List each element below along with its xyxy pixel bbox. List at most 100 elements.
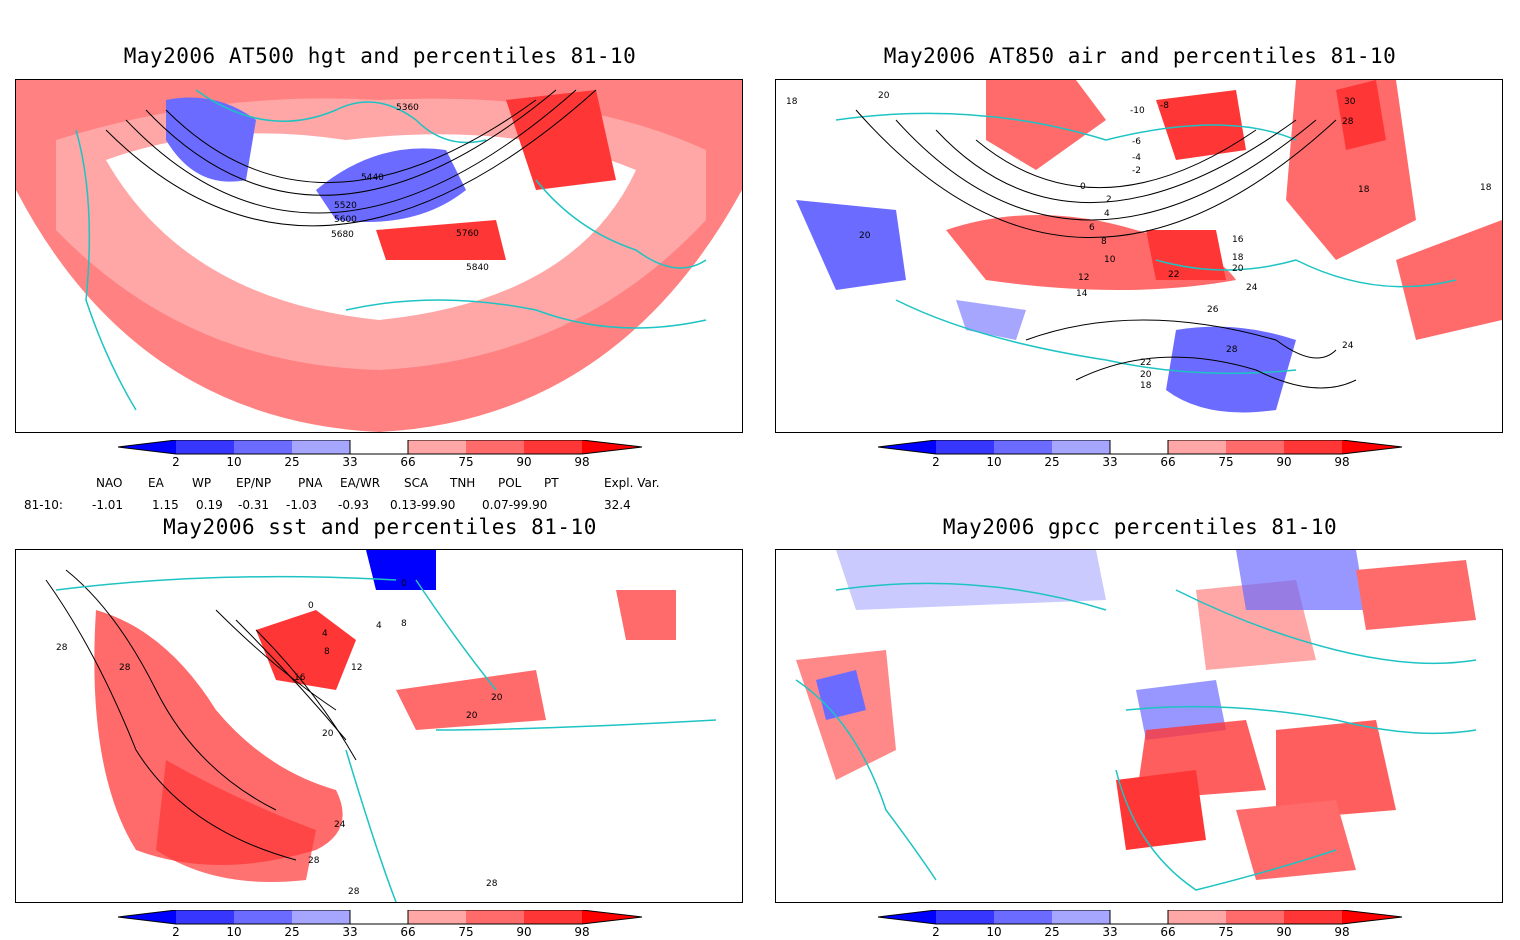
index-value: 0.07-99.90 — [482, 498, 548, 512]
contour-label: -10 — [1130, 106, 1145, 116]
contour-label: 4 — [322, 629, 328, 639]
contour-label: 0 — [1080, 182, 1086, 192]
colorbar-label: 25 — [1044, 455, 1060, 469]
index-row-label: 81-10: — [24, 498, 63, 512]
colorbar-label: 90 — [516, 455, 532, 469]
contour-label: 28 — [486, 879, 498, 889]
colorbar-label: 33 — [342, 455, 358, 469]
contour-label: 12 — [1078, 273, 1089, 283]
colorbar-label: 25 — [1044, 925, 1060, 939]
contour-label: 20 — [1232, 264, 1244, 274]
index-header: EP/NP — [236, 476, 272, 490]
colorbar-label: 10 — [986, 925, 1002, 939]
contour-label: 6 — [1089, 223, 1095, 233]
colorbar-2: 2 10 25 33 66 75 90 98 — [878, 440, 1408, 470]
colorbar-label: 2 — [172, 455, 180, 469]
index-value: 32.4 — [604, 498, 631, 512]
colorbar-label: 98 — [1334, 455, 1350, 469]
contour-label: 30 — [1344, 97, 1356, 107]
contour-label: 8 — [1101, 237, 1107, 247]
index-value: -0.31 — [238, 498, 270, 512]
panel-title-air850: May2006 AT850 air and percentiles 81-10 — [883, 44, 1397, 68]
colorbar-label: 10 — [986, 455, 1002, 469]
colorbar-label: 25 — [284, 455, 300, 469]
contour-label: 14 — [1076, 289, 1088, 299]
contour-label: -4 — [1132, 153, 1141, 163]
contour-label: 20 — [466, 711, 478, 721]
map-air850: 18 20 -10 -8 -6 -4 -2 0 2 4 6 8 10 12 14… — [775, 79, 1503, 433]
colorbar-label: 66 — [1160, 925, 1176, 939]
colorbar-4: 2 10 25 33 66 75 90 98 — [878, 910, 1408, 940]
colorbar-label: 75 — [458, 925, 474, 939]
index-value: -0.93 — [338, 498, 370, 512]
colorbar-label: 66 — [1160, 455, 1176, 469]
colorbar-label: 98 — [574, 925, 590, 939]
index-header: TNH — [450, 476, 476, 490]
contour-label: 20 — [1140, 370, 1152, 380]
colorbar-label: 33 — [1102, 925, 1118, 939]
colorbar-label: 10 — [226, 455, 242, 469]
colorbar-label: 2 — [172, 925, 180, 939]
contour-label: 5600 — [334, 215, 357, 225]
contour-label: 18 — [1232, 253, 1244, 263]
colorbar-label: 90 — [1276, 925, 1292, 939]
index-value: -1.01 — [92, 498, 124, 512]
index-header: PT — [544, 476, 559, 490]
contour-label: 22 — [1140, 358, 1151, 368]
contour-label: 24 — [334, 820, 346, 830]
contour-label: 28 — [1342, 117, 1354, 127]
map-sst: 28 28 0 0 4 4 8 8 12 16 20 20 20 24 28 2… — [15, 549, 743, 903]
contour-label: 5840 — [466, 263, 489, 273]
contour-label: 0 — [308, 601, 314, 611]
contour-label: 28 — [1226, 345, 1238, 355]
panel-title-gpcc: May2006 gpcc percentiles 81-10 — [942, 515, 1338, 539]
index-value: -1.03 — [286, 498, 318, 512]
colorbar-label: 75 — [458, 455, 474, 469]
contour-label: 28 — [348, 887, 360, 897]
contour-label: 28 — [56, 643, 68, 653]
colorbar-label: 90 — [1276, 455, 1292, 469]
colorbar-label: 98 — [574, 455, 590, 469]
contour-label: 8 — [401, 619, 407, 629]
contour-label: 5680 — [331, 230, 354, 240]
index-header: EA/WR — [340, 476, 381, 490]
contour-label: 5760 — [456, 229, 479, 239]
contour-label: 4 — [376, 621, 382, 631]
contour-label: 10 — [1104, 255, 1116, 265]
contour-label: 5520 — [334, 201, 357, 211]
panel-title-sst: May2006 sst and percentiles 81-10 — [163, 515, 597, 539]
contour-label: 18 — [1358, 185, 1370, 195]
contour-label: 0 — [401, 579, 407, 589]
contour-label: 22 — [1168, 270, 1179, 280]
colorbar-label: 10 — [226, 925, 242, 939]
colorbar-label: 25 — [284, 925, 300, 939]
contour-label: -6 — [1132, 137, 1141, 147]
index-header: POL — [498, 476, 522, 490]
colorbar-label: 2 — [932, 925, 940, 939]
index-header: PNA — [298, 476, 323, 490]
contour-label: 2 — [1106, 195, 1112, 205]
contour-label: 16 — [294, 673, 306, 683]
contour-label: -2 — [1132, 166, 1141, 176]
index-header: SCA — [404, 476, 429, 490]
contour-label: 20 — [859, 231, 871, 241]
map-gpcc — [775, 549, 1503, 903]
index-header: NAO — [96, 476, 123, 490]
map-hgt500: 5360 5440 5520 5600 5680 5760 5840 — [15, 79, 743, 433]
contour-label: 24 — [1342, 341, 1354, 351]
contour-label: 28 — [119, 663, 131, 673]
contour-label: 28 — [308, 856, 320, 866]
index-header: WP — [192, 476, 212, 490]
contour-label: 18 — [1140, 381, 1152, 391]
contour-label: 12 — [351, 663, 362, 673]
colorbar-3: 2 10 25 33 66 75 90 98 — [118, 910, 648, 940]
contour-label: 5440 — [361, 173, 384, 183]
colorbar-label: 33 — [1102, 455, 1118, 469]
contour-label: 8 — [324, 647, 330, 657]
contour-label: 24 — [1246, 283, 1258, 293]
index-value: 0.19 — [196, 498, 223, 512]
contour-label: 18 — [786, 97, 798, 107]
colorbar-1: 2 10 25 33 66 75 90 98 — [118, 440, 648, 470]
index-value: 0.13-99.90 — [390, 498, 456, 512]
colorbar-label: 75 — [1218, 455, 1234, 469]
